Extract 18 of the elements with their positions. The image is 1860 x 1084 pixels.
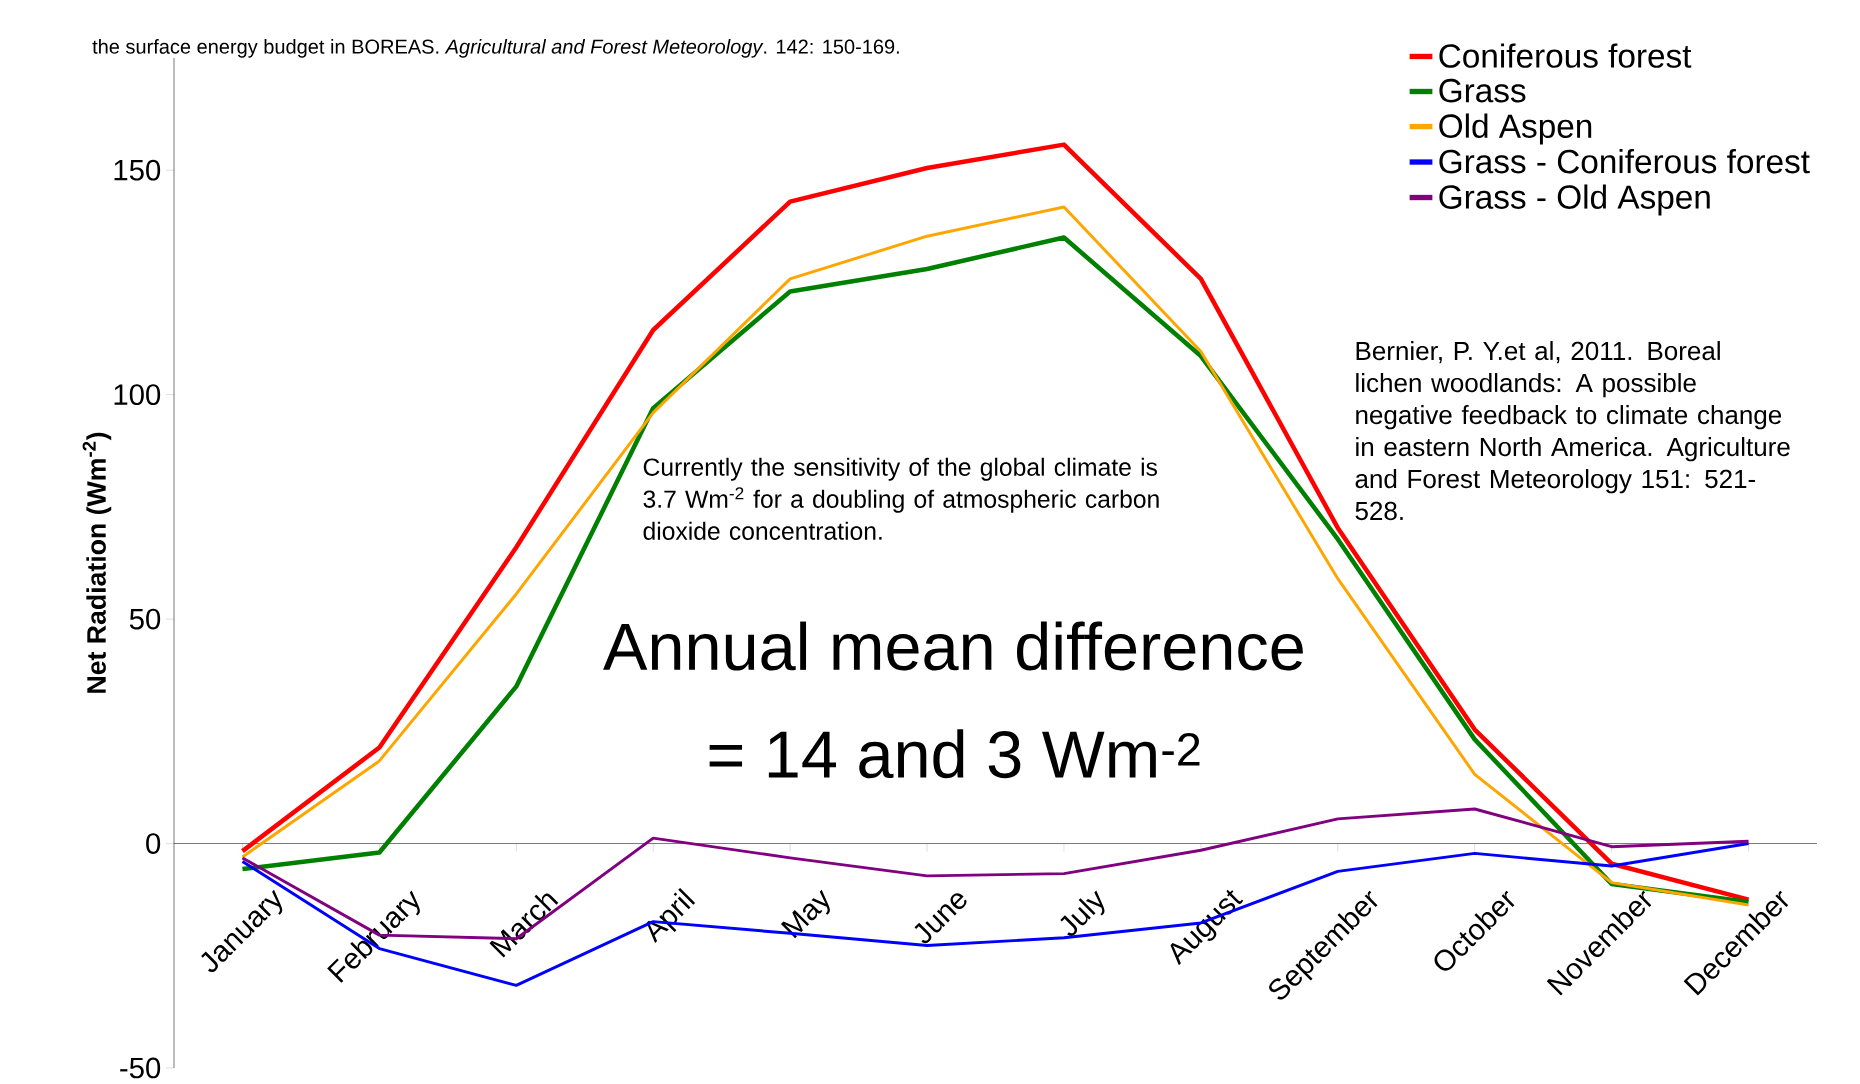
annotation: Currently the sensitivity of the global climate is 3.7 Wm$^{-2}$ for a doubling of atmospheric carbon dioxide concentration. xyxy=(643,457,1159,540)
legend-label: Grass - Old Aspen xyxy=(1439,184,1710,216)
y-tick-label: 100 xyxy=(114,384,161,406)
y-axis-title: Net Radiation (Wm$^{-2}$) xyxy=(82,432,112,693)
legend-label: Coniferous forest xyxy=(1439,43,1692,68)
annotation: Annual mean difference xyxy=(603,621,1303,671)
text: the surface energy budget in BOREAS. Agricultural and Forest Meteorology. 142: 150-169. xyxy=(92,39,899,58)
x-tick-label: May xyxy=(780,889,830,939)
y-tick-label: 150 xyxy=(114,159,161,181)
legend-label: Grass - Coniferous forest xyxy=(1439,148,1810,174)
x-tick-label: July xyxy=(1060,890,1105,936)
y-tick-label: 0 xyxy=(146,833,161,854)
y-tick-label: -50 xyxy=(120,1057,161,1079)
legend-label: Old Aspen xyxy=(1439,113,1592,145)
legend-label: Grass xyxy=(1439,78,1526,103)
annotation: = 14 and 3 Wm$^{-2}$ xyxy=(709,729,1200,779)
y-tick-label: 50 xyxy=(129,608,161,630)
annotation: Bernier, P. Y.et al, 2011. Boreal lichen woodlands: A possible negative feedback to climate change in eastern North America. Agriculture and Forest Meteorology 151: 521-528. xyxy=(1355,341,1790,521)
